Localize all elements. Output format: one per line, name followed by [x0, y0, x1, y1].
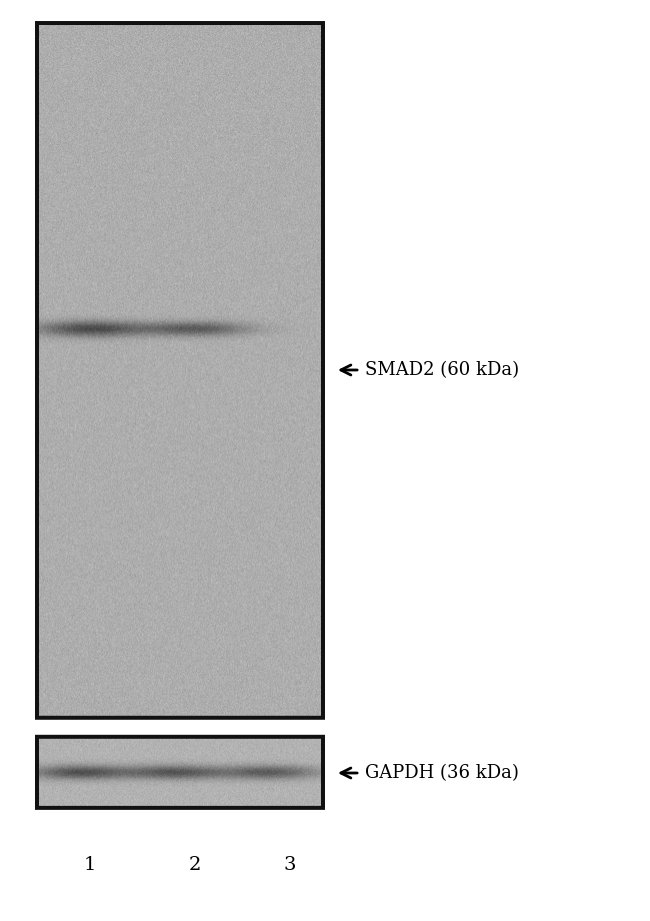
Text: 1: 1 [84, 856, 96, 874]
Text: 2: 2 [188, 856, 202, 874]
Text: SMAD2 (60 kDa): SMAD2 (60 kDa) [365, 361, 519, 379]
Text: 3: 3 [284, 856, 296, 874]
Text: GAPDH (36 kDa): GAPDH (36 kDa) [365, 764, 519, 782]
